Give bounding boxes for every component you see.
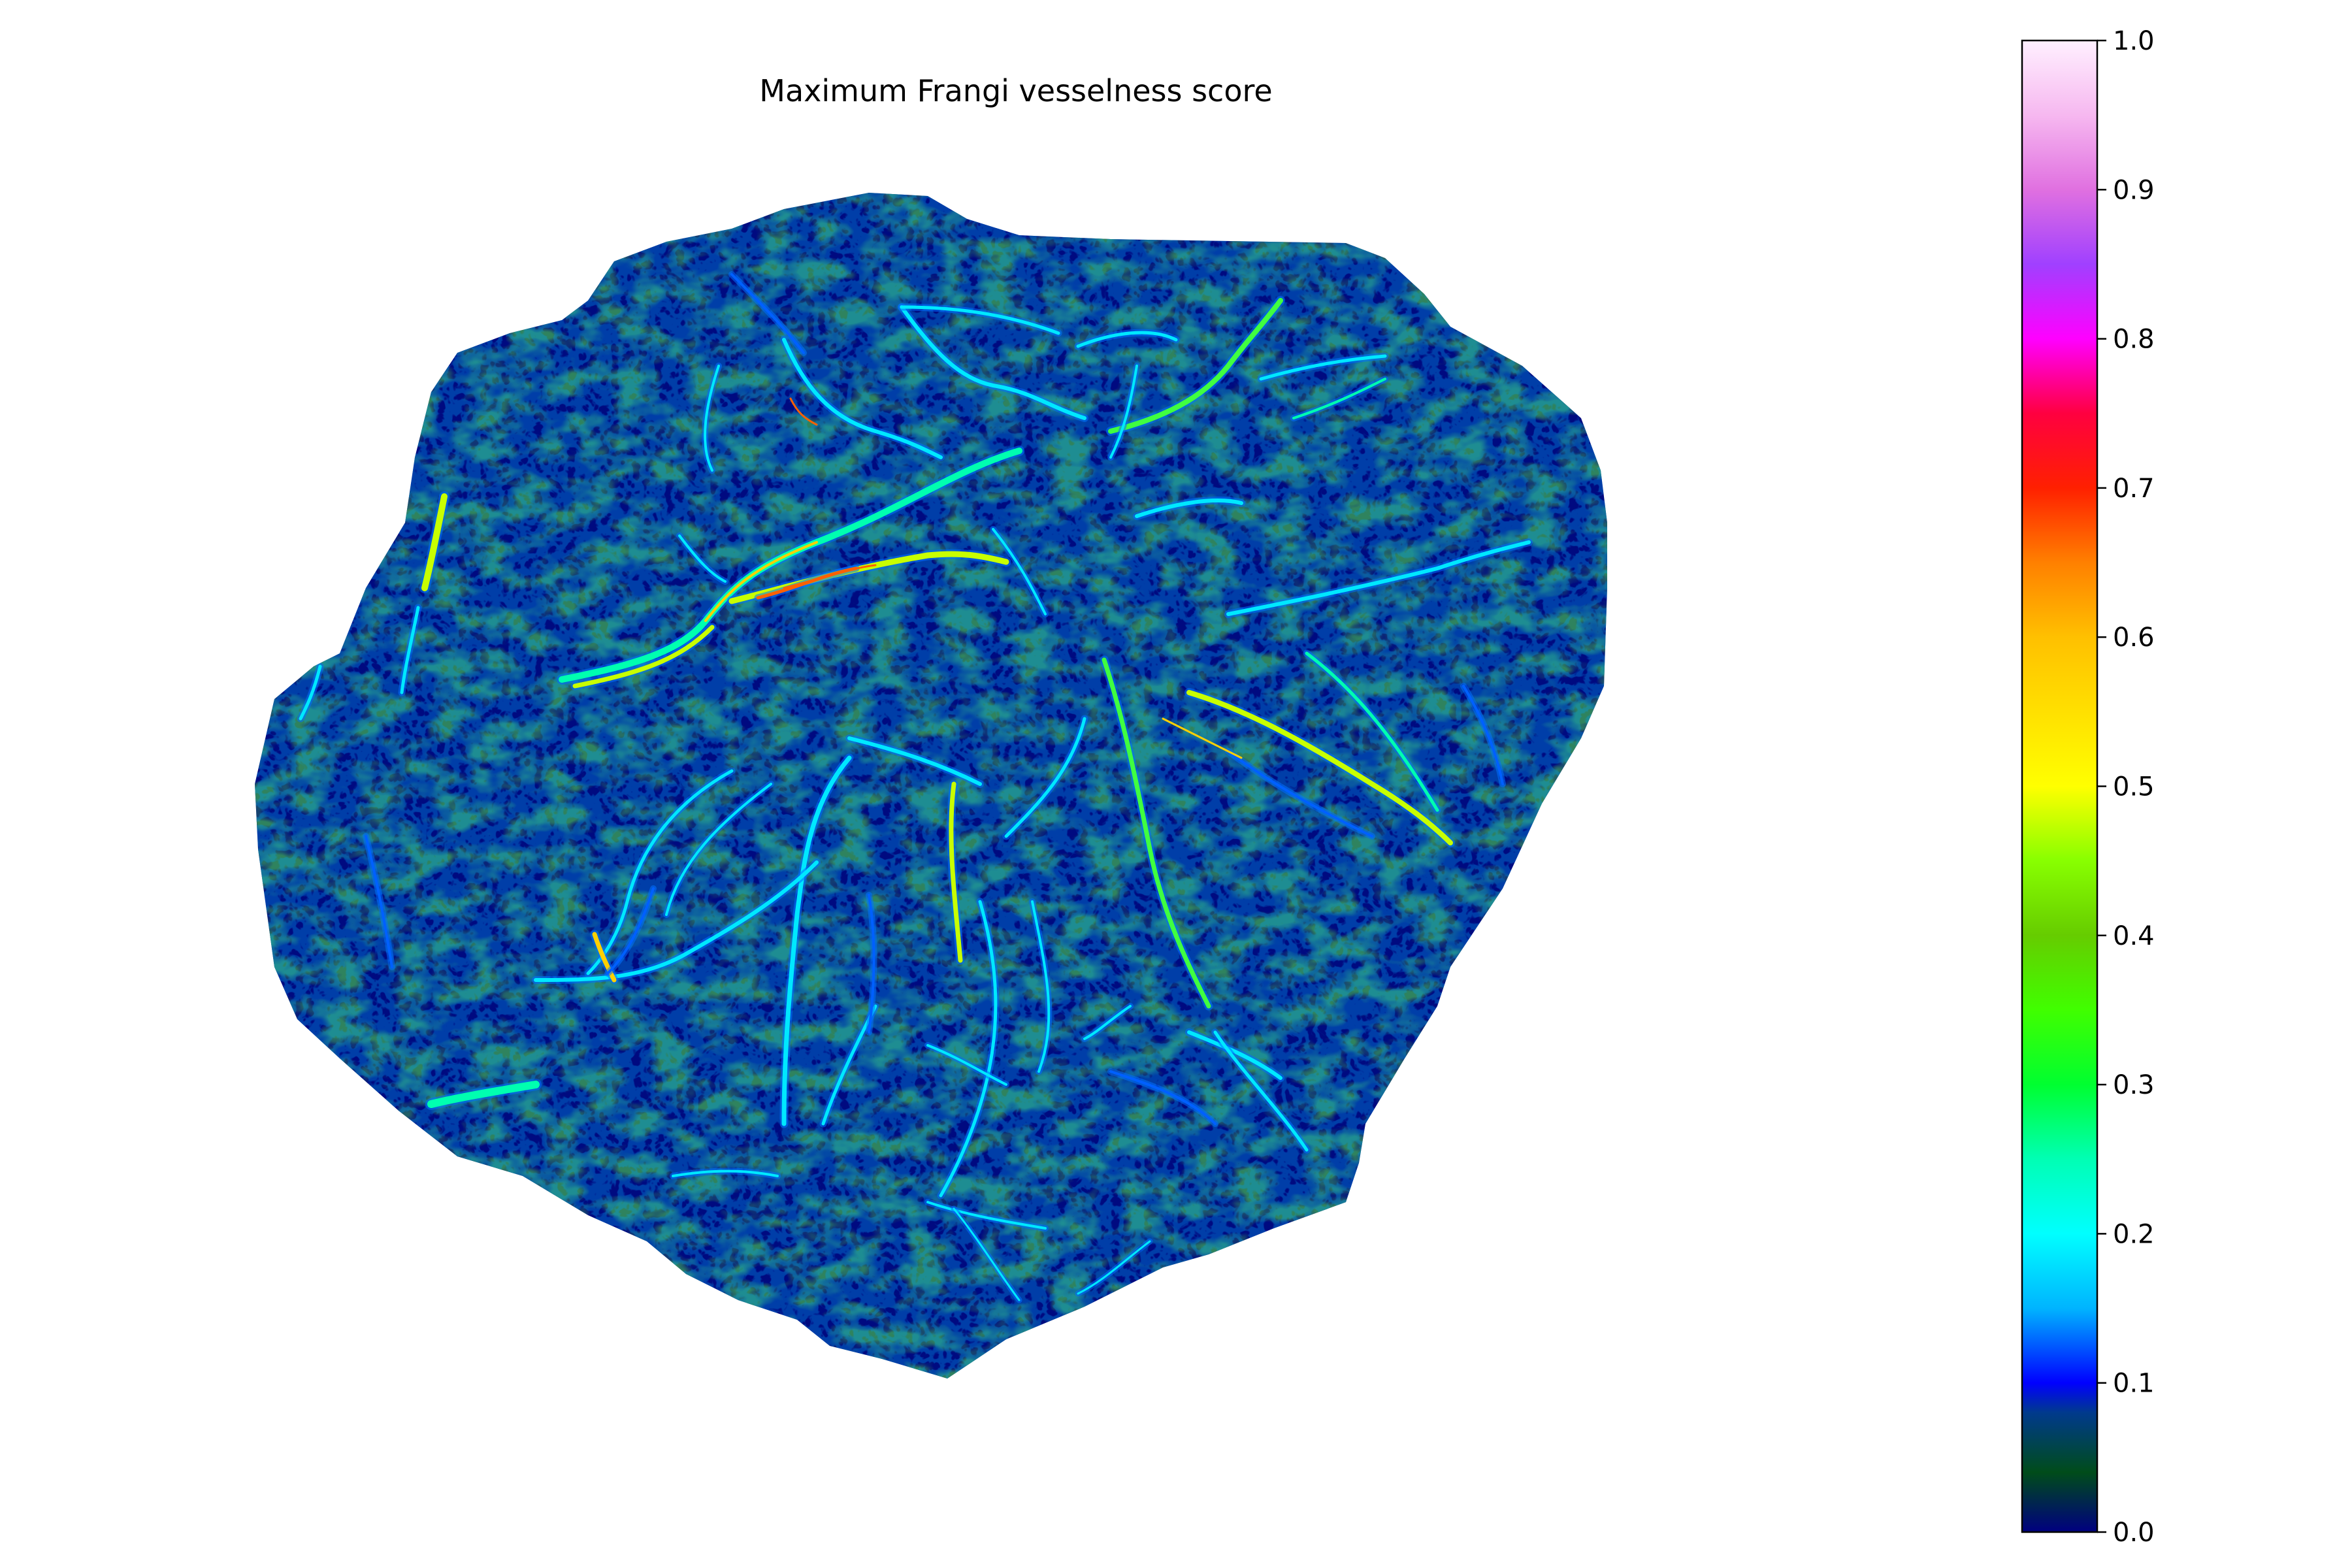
vessel-segment — [1076, 331, 1178, 348]
vessel-segment — [365, 835, 393, 968]
vessel-network — [297, 271, 1533, 1303]
vessel-segment — [606, 887, 655, 975]
vessel-segment — [1004, 717, 1086, 838]
vessel-segment — [730, 273, 805, 354]
colorbar-tick-label: 0.4 — [2113, 921, 2155, 951]
colorbar: 0.0 0.1 0.2 0.3 0.4 0.5 0.6 0.7 0.8 0.9 1.0 — [2021, 26, 2155, 1548]
vessel-segment — [1031, 900, 1051, 1073]
colorbar-tick-label: 0.5 — [2113, 772, 2155, 802]
vessel-core — [1162, 717, 1243, 759]
vessel-segment — [781, 755, 852, 1126]
vessel-segment — [1305, 651, 1439, 812]
vessel-segment — [1077, 1240, 1151, 1295]
vessel-segment — [1135, 498, 1243, 518]
vessel-segment — [900, 305, 1086, 420]
colorbar-tick-label: 0.6 — [2113, 623, 2155, 653]
vessel-segment — [1227, 750, 1373, 838]
vessel-segment — [953, 1207, 1021, 1301]
vessel-segment — [299, 664, 322, 721]
vessel-segment — [592, 932, 617, 983]
vessel-segment — [926, 1201, 1047, 1230]
vessel-segment — [586, 769, 734, 975]
vessel-region — [255, 193, 1607, 1379]
colorbar-tick-label: 1.0 — [2113, 26, 2155, 56]
vessel-segment — [572, 625, 715, 689]
vessel-segment — [427, 1081, 540, 1108]
vessel-segment — [949, 781, 963, 963]
vessel-segment — [926, 1044, 1007, 1086]
vessel-segment — [1102, 657, 1211, 1009]
vessel-segment — [1259, 354, 1387, 381]
vessel-segment — [847, 736, 982, 786]
colorbar-tick-label: 0.1 — [2113, 1369, 2155, 1399]
vessel-segment — [1108, 298, 1283, 434]
vessel-segment — [1187, 1030, 1282, 1080]
vessel-core — [789, 397, 818, 426]
figure-title: Maximum Frangi vesselness score — [759, 73, 1273, 108]
colorbar-gradient — [2021, 39, 2099, 1533]
vessel-core — [783, 564, 877, 589]
vessel-segment — [421, 493, 448, 591]
colorbar-tick-label: 0.3 — [2113, 1070, 2155, 1100]
colorbar-tick-label: 0.0 — [2113, 1518, 2155, 1548]
vessel-segment — [992, 528, 1047, 615]
colorbar-tick-label: 0.9 — [2113, 175, 2155, 205]
vessel-segment — [400, 606, 420, 694]
colorbar-tick-label: 0.7 — [2113, 474, 2155, 504]
speckle-texture — [255, 193, 1607, 1379]
vessel-segment — [900, 305, 1060, 335]
vessel-segment — [868, 894, 875, 1034]
vessel-segment — [534, 860, 819, 982]
vessel-segment — [1462, 685, 1504, 785]
vessel-segment — [1226, 540, 1531, 616]
colorbar-tick-label: 0.8 — [2113, 325, 2155, 355]
vessel-segment — [704, 365, 720, 472]
vessel-segment — [1186, 690, 1453, 845]
vessel-segment — [939, 900, 998, 1198]
vessel-segment — [665, 783, 772, 916]
colorbar-ticks: 0.0 0.1 0.2 0.3 0.4 0.5 0.6 0.7 0.8 0.9 1.0 — [2097, 26, 2155, 1548]
vessel-segment — [1109, 365, 1138, 459]
vessel-segment — [1213, 1030, 1309, 1152]
vessel-segment — [782, 338, 943, 459]
vessel-segment — [1083, 1005, 1132, 1040]
colorbar-tick-label: 0.2 — [2113, 1219, 2155, 1249]
vessel-segment — [672, 1169, 779, 1177]
vessel-segment — [1292, 378, 1386, 419]
vessel-segment — [1109, 1070, 1217, 1125]
vessel-segment — [678, 534, 727, 583]
vessel-core — [704, 541, 818, 622]
